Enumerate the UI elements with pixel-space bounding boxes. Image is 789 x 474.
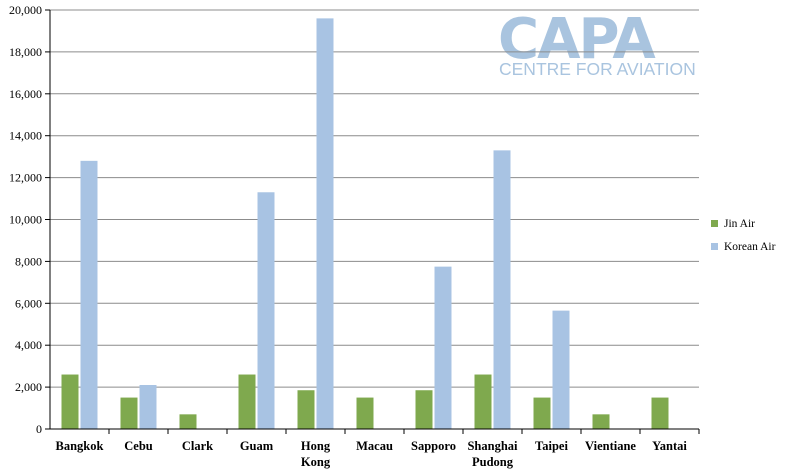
bar-korean-air	[434, 266, 452, 429]
x-category-label: Taipei	[535, 439, 568, 453]
legend: Jin Air Korean Air	[711, 218, 776, 253]
y-tick-label: 4,000	[15, 338, 42, 352]
x-category-label: Vientiane	[585, 439, 636, 453]
x-category-label: Kong	[301, 455, 331, 469]
legend-label: Jin Air	[724, 218, 755, 230]
y-tick-label: 10,000	[9, 213, 42, 227]
legend-label: Korean Air	[724, 241, 776, 253]
watermark-subtitle-text: CENTRE FOR AVIATION	[499, 59, 696, 79]
bar-jin-air	[356, 397, 374, 429]
bar-jin-air	[297, 390, 315, 429]
bar-korean-air	[80, 160, 98, 429]
y-tick-label: 14,000	[9, 129, 42, 143]
bar-korean-air	[139, 385, 157, 429]
x-category-label: Sapporo	[411, 439, 456, 453]
bar-jin-air	[61, 374, 79, 429]
x-category-label: Hong	[301, 439, 331, 453]
y-tick-label: 20,000	[9, 3, 42, 17]
bar-jin-air	[474, 374, 492, 429]
bar-jin-air	[179, 414, 197, 429]
bar-korean-air	[552, 310, 570, 429]
y-tick-label: 0	[36, 422, 42, 436]
y-tick-label: 18,000	[9, 45, 42, 59]
bar-jin-air	[415, 390, 433, 429]
axes	[45, 9, 700, 434]
bar-jin-air	[592, 414, 610, 429]
x-category-label: Guam	[240, 439, 274, 453]
bar-jin-air	[651, 397, 669, 429]
y-tick-label: 2,000	[15, 380, 42, 394]
legend-swatch	[711, 243, 718, 250]
x-axis-labels: Bangkok Cebu Clark Guam Hong Kong Macau Sapporo…	[56, 439, 688, 469]
watermark-capa-text: CAPA	[498, 7, 656, 72]
y-axis-ticks: 0 2,000 4,000 6,000 8,000 10,000 12,000 14,000 1…	[9, 3, 42, 436]
y-tick-label: 6,000	[15, 296, 42, 310]
bars	[61, 18, 669, 430]
bar-korean-air	[316, 18, 334, 429]
bar-jin-air	[238, 374, 256, 429]
legend-swatch	[711, 220, 718, 227]
bar-jin-air	[120, 397, 138, 429]
bar-jin-air	[533, 397, 551, 429]
bar-korean-air	[257, 192, 275, 429]
x-category-label: Clark	[182, 439, 213, 453]
y-tick-label: 16,000	[9, 87, 42, 101]
x-category-label: Cebu	[124, 439, 153, 453]
gridlines	[50, 9, 699, 388]
bar-korean-air	[493, 150, 511, 430]
x-category-label: Shanghai	[467, 439, 518, 453]
y-tick-label: 8,000	[15, 254, 42, 268]
y-tick-label: 12,000	[9, 171, 42, 185]
x-category-label: Pudong	[472, 455, 514, 469]
x-category-label: Bangkok	[56, 439, 104, 453]
watermark-logo: CAPA CENTRE FOR AVIATION	[498, 7, 696, 79]
x-category-label: Yantai	[652, 439, 687, 453]
x-category-label: Macau	[356, 439, 393, 453]
